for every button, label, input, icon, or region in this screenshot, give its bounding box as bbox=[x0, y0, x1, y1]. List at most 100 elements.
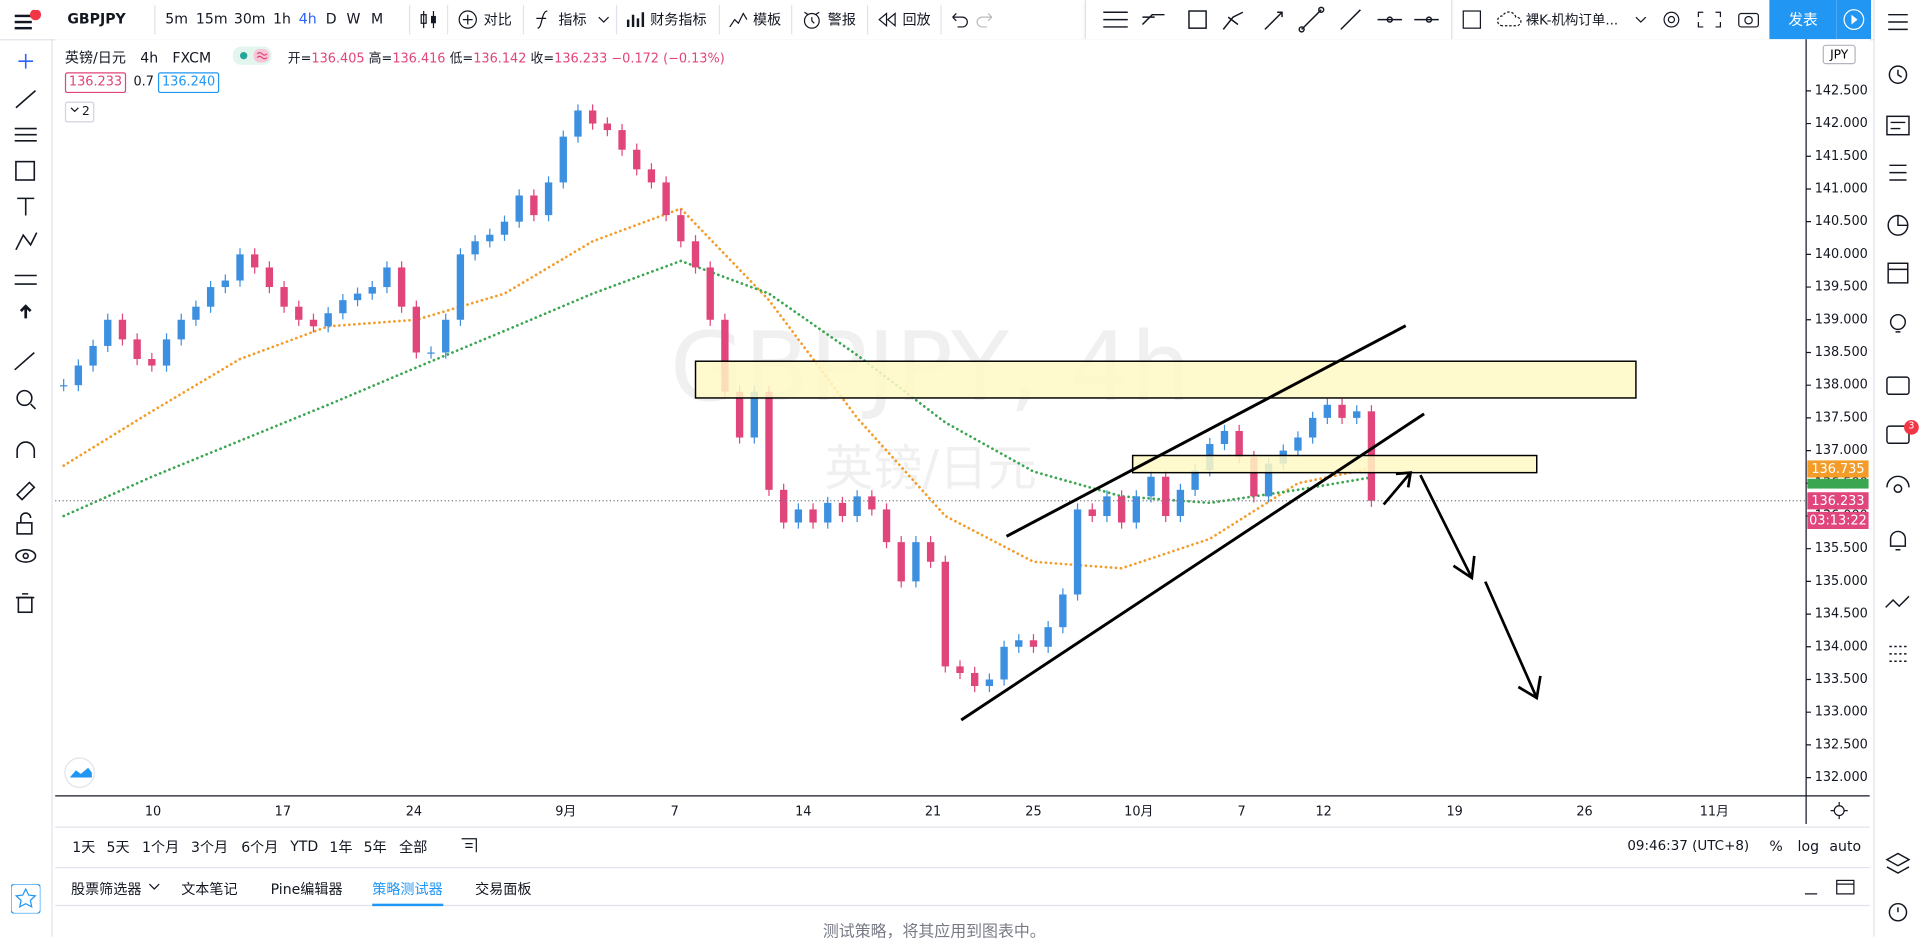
notification-badge: 2 bbox=[33, 1, 40, 13]
bottom-panel bbox=[55, 866, 1870, 938]
range[interactable]: 5天 bbox=[106, 838, 130, 856]
alerts-icon[interactable] bbox=[801, 9, 823, 31]
candle-body bbox=[1264, 463, 1273, 497]
y-tick-label: 133.000 bbox=[1815, 705, 1868, 720]
y-tick-label: 140.000 bbox=[1815, 247, 1868, 262]
clock: 09:46:37 (UTC+8) bbox=[1627, 837, 1750, 854]
candle-body bbox=[897, 542, 905, 582]
rectangle-tool[interactable] bbox=[1462, 10, 1482, 30]
indicators-icon[interactable] bbox=[533, 9, 555, 31]
market-status[interactable] bbox=[232, 46, 272, 65]
panel-tab[interactable]: 策略测试器 bbox=[372, 879, 443, 907]
undo-redo[interactable] bbox=[948, 10, 997, 30]
auto-toggle[interactable]: auto bbox=[1829, 837, 1862, 855]
support-zone[interactable] bbox=[1131, 454, 1538, 474]
indicators-button[interactable]: 指标 bbox=[558, 11, 587, 29]
resistance-zone[interactable] bbox=[694, 360, 1637, 399]
templates-button[interactable]: 模板 bbox=[753, 11, 782, 29]
panel-controls[interactable] bbox=[1800, 877, 1859, 899]
candle-body bbox=[1162, 476, 1170, 516]
range[interactable]: 6个月 bbox=[241, 838, 279, 856]
goto-date[interactable] bbox=[459, 835, 481, 855]
candle-body bbox=[588, 110, 597, 124]
replay-icon[interactable] bbox=[876, 9, 898, 31]
ohlc: 开=136.405 高=136.416 低=136.142 收=136.233 … bbox=[288, 49, 725, 67]
interval[interactable]: 15m bbox=[195, 9, 228, 27]
candle-body bbox=[1132, 496, 1140, 523]
dropdown-icon[interactable] bbox=[148, 882, 160, 892]
candle-body bbox=[1117, 496, 1126, 523]
candle-body bbox=[838, 502, 847, 516]
right-tools[interactable] bbox=[1875, 0, 1920, 937]
chart-style-icon[interactable] bbox=[418, 9, 440, 31]
financials-button[interactable]: 财务指标 bbox=[650, 11, 707, 29]
interval-active[interactable]: 4h bbox=[298, 9, 317, 27]
compare-icon[interactable] bbox=[457, 9, 479, 31]
interval[interactable]: 5m bbox=[165, 9, 188, 27]
range[interactable]: 1天 bbox=[72, 838, 96, 856]
candle-body bbox=[1191, 470, 1199, 490]
percent-toggle[interactable]: % bbox=[1769, 837, 1783, 855]
interval[interactable]: D bbox=[325, 9, 337, 27]
range[interactable]: YTD bbox=[290, 837, 319, 855]
panel-tab[interactable]: Pine编辑器 bbox=[270, 880, 343, 898]
interval[interactable]: 30m bbox=[233, 9, 266, 27]
bid-button[interactable]: 136.233 bbox=[64, 72, 127, 94]
logo[interactable] bbox=[64, 757, 95, 788]
compare-button[interactable]: 对比 bbox=[483, 11, 512, 29]
alerts-button[interactable]: 警报 bbox=[827, 11, 856, 29]
symbol[interactable]: GBPJPY bbox=[67, 9, 126, 27]
open-label: 开= bbox=[287, 51, 312, 67]
right-sidebar bbox=[1873, 0, 1920, 937]
drawing-tools[interactable] bbox=[1086, 0, 1451, 39]
publish-button[interactable]: 发表 bbox=[1769, 0, 1837, 40]
left-tools[interactable] bbox=[0, 39, 51, 627]
panel-tab[interactable]: 文本笔记 bbox=[181, 880, 238, 898]
candle-body bbox=[750, 391, 758, 438]
time-label: 12 bbox=[1316, 804, 1332, 819]
arrow-down-2[interactable] bbox=[1484, 581, 1542, 701]
range[interactable]: 1个月 bbox=[142, 838, 180, 856]
cloud-icon[interactable] bbox=[1496, 10, 1525, 30]
play-button[interactable] bbox=[1836, 0, 1872, 40]
y-tick-label: 135.500 bbox=[1815, 541, 1868, 556]
time-label: 9月 bbox=[555, 804, 576, 819]
range[interactable]: 3个月 bbox=[191, 838, 229, 856]
dropdown-icon[interactable] bbox=[1635, 15, 1647, 25]
interval[interactable]: M bbox=[371, 9, 384, 27]
collapse-button[interactable]: 2 bbox=[64, 101, 95, 123]
high-label: 高= bbox=[368, 51, 393, 67]
dropdown-icon[interactable] bbox=[598, 15, 610, 25]
panel-tab[interactable]: 交易面板 bbox=[475, 880, 532, 898]
candle-body bbox=[735, 391, 744, 438]
user-drawings[interactable] bbox=[694, 324, 1637, 722]
favorites-star[interactable] bbox=[11, 884, 41, 914]
panel-tab[interactable]: 股票筛选器 bbox=[71, 880, 142, 898]
arrow-retest[interactable] bbox=[1382, 471, 1413, 506]
currency-box[interactable] bbox=[1822, 44, 1856, 65]
axis-settings[interactable] bbox=[1830, 802, 1848, 820]
interval[interactable]: W bbox=[346, 9, 361, 27]
menu-icon[interactable] bbox=[12, 9, 42, 32]
settings-icons[interactable] bbox=[1659, 7, 1769, 31]
range[interactable]: 1年 bbox=[329, 838, 353, 856]
interval[interactable]: 1h bbox=[273, 9, 291, 27]
arrow-down-1[interactable] bbox=[1419, 474, 1476, 581]
sidebar-badge: 3 bbox=[1908, 420, 1915, 432]
candle-body bbox=[353, 293, 362, 301]
replay-button[interactable]: 回放 bbox=[902, 11, 931, 29]
financials-icon[interactable] bbox=[624, 9, 646, 31]
y-tick-label: 142.500 bbox=[1815, 83, 1868, 98]
templates-icon[interactable] bbox=[727, 9, 749, 31]
candle-body bbox=[1015, 640, 1023, 647]
range[interactable]: 5年 bbox=[363, 838, 387, 856]
channel-lower[interactable] bbox=[960, 412, 1425, 722]
candle-body bbox=[971, 672, 979, 687]
channel-upper[interactable] bbox=[1005, 324, 1407, 538]
range[interactable]: 全部 bbox=[399, 838, 428, 856]
y-tick-label: 134.000 bbox=[1815, 639, 1868, 654]
log-toggle[interactable]: log bbox=[1797, 837, 1820, 855]
legend-symbol[interactable]: 英镑/日元 bbox=[64, 48, 126, 67]
layout-name[interactable]: 裸K-机构订单... bbox=[1525, 12, 1619, 29]
ask-button[interactable]: 136.240 bbox=[157, 72, 220, 94]
